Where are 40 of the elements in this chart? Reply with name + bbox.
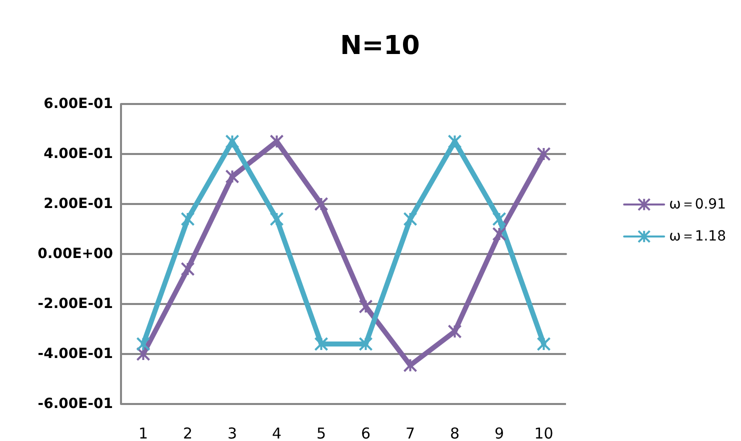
point — [358, 337, 373, 351]
point — [448, 324, 462, 338]
point — [314, 197, 328, 211]
x-tick-label: 9 — [494, 424, 504, 441]
x-tick-label: 8 — [450, 424, 460, 441]
y-tick-label: -2.00E-01 — [38, 296, 113, 312]
point — [403, 358, 418, 372]
point — [270, 134, 284, 148]
y-tick-label: 6.00E-01 — [44, 96, 113, 112]
x-tick-label: 2 — [182, 424, 193, 441]
legend-label: ω＝1.18 — [669, 228, 726, 244]
point — [448, 134, 462, 148]
point — [314, 337, 328, 351]
point — [536, 337, 551, 351]
chart-title: N=10 — [340, 31, 420, 61]
point — [492, 212, 506, 226]
point — [403, 212, 418, 226]
point — [225, 170, 240, 184]
point — [180, 262, 195, 276]
x-tick-label: 10 — [534, 424, 554, 441]
x-tick-label: 1 — [138, 424, 148, 441]
y-tick-label: -6.00E-01 — [38, 396, 113, 412]
point — [136, 347, 150, 361]
point — [270, 212, 284, 226]
y-tick-label: -4.00E-01 — [38, 346, 113, 362]
x-tick-label: 3 — [227, 424, 238, 441]
point — [180, 212, 195, 226]
x-tick-label: 6 — [360, 424, 371, 441]
y-tick-label: 4.00E-01 — [44, 146, 113, 162]
legend-label: ω＝0.91 — [669, 196, 726, 212]
point — [136, 337, 150, 351]
point — [225, 134, 240, 148]
point — [358, 300, 373, 314]
x-tick-label: 5 — [316, 424, 326, 441]
x-tick-label: 7 — [405, 424, 416, 441]
point — [536, 147, 551, 161]
y-tick-label: 0.00E+00 — [38, 246, 114, 262]
point — [492, 227, 506, 241]
y-tick-label: 2.00E-01 — [44, 196, 113, 212]
x-tick-label: 4 — [272, 424, 282, 441]
